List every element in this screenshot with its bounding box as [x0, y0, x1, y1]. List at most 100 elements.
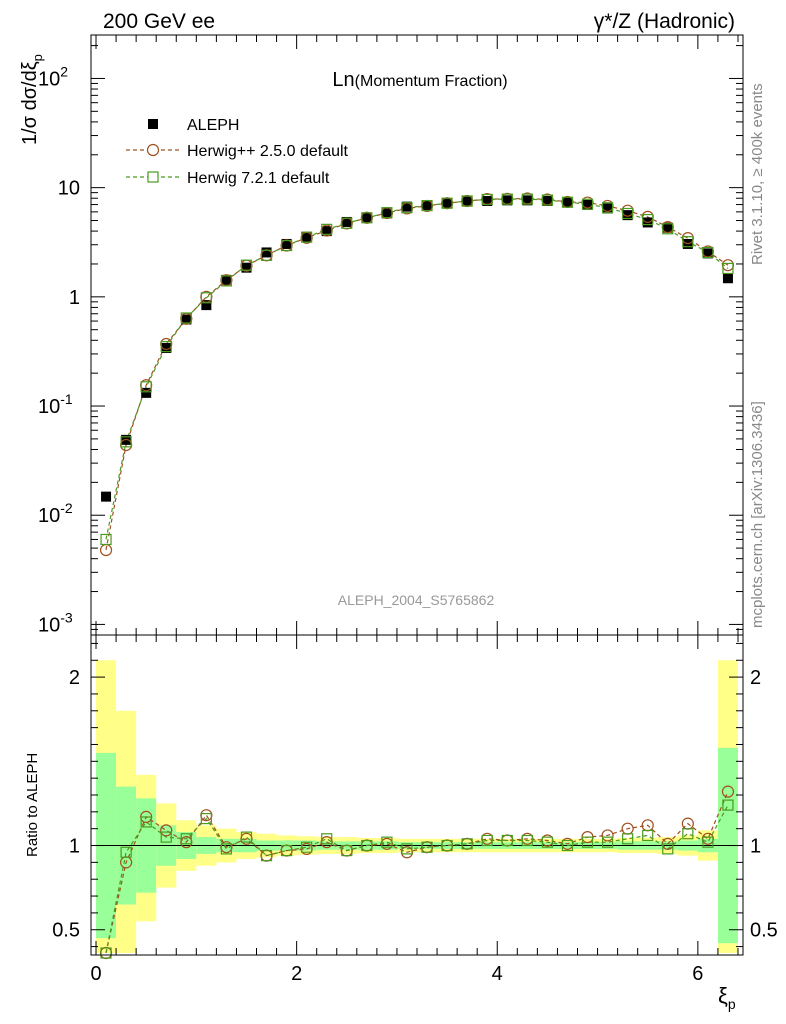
- aleph-point: [522, 195, 533, 206]
- ratio-data-layer: [99, 785, 735, 960]
- main-y-tick-label-base: 10: [38, 68, 60, 90]
- aleph-point: [722, 273, 733, 284]
- header-left-title: 200 GeV ee: [103, 10, 215, 33]
- herwig7-point: [140, 381, 152, 393]
- main-y-tick-label: 1: [69, 287, 80, 309]
- main-y-tick-label: 10-1: [38, 391, 73, 418]
- herwig7-point: [722, 262, 734, 275]
- aleph-point: [181, 314, 192, 325]
- herwig7-point: [220, 275, 233, 287]
- legend-label: Herwig++ 2.5.0 default: [187, 143, 349, 160]
- herwig7-ratio-point: [100, 947, 112, 959]
- aleph-point: [361, 212, 372, 223]
- aleph-point: [662, 222, 673, 233]
- ratio-y-tick-label-right: 0.5: [750, 920, 778, 942]
- herwig7-ratio-point: [722, 799, 734, 811]
- herwig7-ratio-point: [240, 831, 253, 843]
- herwig7-point: [501, 193, 513, 205]
- herwig7-point: [642, 213, 654, 226]
- aleph-point: [482, 195, 493, 206]
- herwigpp-ratio-point: [601, 829, 614, 842]
- herwigpp-ratio-line: [105, 791, 729, 954]
- x-tick-label: 2: [291, 963, 302, 985]
- main-y-axis-label-sub: p: [30, 54, 45, 61]
- herwig7-ratio-point: [501, 834, 513, 847]
- x-tick-label: 4: [492, 963, 503, 985]
- herwig7-ratio-point: [120, 846, 132, 858]
- main-y-axis-label: 1/σ dσ/dξp: [19, 54, 45, 145]
- herwig7-point: [421, 199, 433, 212]
- herwig7-point: [160, 341, 172, 353]
- aleph-point: [582, 199, 593, 210]
- ratio-y-tick-label-right: 2: [750, 667, 761, 689]
- herwig7-point: [581, 198, 594, 210]
- legend-marker-herwig7: [147, 171, 159, 183]
- herwig7-ratio-point: [581, 836, 594, 848]
- aleph-point: [442, 198, 453, 209]
- aleph-point: [602, 203, 613, 214]
- herwig7-ratio-point: [682, 828, 694, 840]
- main-y-tick-label-exp: -2: [60, 500, 73, 516]
- main-y-tick-label: 10-2: [38, 500, 73, 527]
- herwig7-ratio-point: [140, 816, 152, 828]
- aleph-point: [281, 238, 292, 249]
- herwig7-point: [361, 212, 373, 224]
- herwig7-ratio-point: [702, 836, 714, 848]
- legend: ALEPH Herwig++ 2.5.0 default Herwig 7.2.1 …: [126, 117, 349, 187]
- herwig7-ratio-point: [361, 839, 373, 852]
- main-y-tick-label-base: 10: [38, 396, 60, 418]
- ratio-y-axis-label: Ratio to ALEPH: [24, 753, 41, 857]
- aleph-point: [622, 210, 633, 221]
- herwigpp-line: [105, 197, 729, 551]
- herwig7-point: [100, 533, 112, 546]
- main-y-tick-label-exp: -3: [60, 609, 73, 625]
- plot-title: Ln(Momentum Fraction): [332, 69, 507, 91]
- legend-marker-aleph: [148, 119, 158, 129]
- aleph-point: [301, 231, 312, 242]
- herwig7-ratio-point: [622, 833, 634, 845]
- herwig7-point: [481, 193, 493, 206]
- main-y-tick-label-base: 10: [38, 614, 60, 636]
- herwig7-point: [321, 223, 333, 235]
- herwig7-ratio-point: [461, 838, 473, 850]
- herwig7-point: [301, 231, 313, 243]
- herwig7-point: [200, 292, 212, 304]
- main-y-tick-label: 10-3: [38, 609, 73, 636]
- ratio-y-tick-label-left: 2: [69, 667, 80, 689]
- ratio-y-tick-label-left: 0.5: [52, 920, 80, 942]
- aleph-point: [161, 342, 172, 353]
- aleph-point: [401, 201, 412, 212]
- herwig7-ratio-point: [381, 836, 393, 848]
- aleph-point: [562, 197, 573, 208]
- herwigpp-ratio-point: [160, 824, 173, 837]
- herwig7-point: [702, 246, 714, 259]
- herwig7-ratio-point: [642, 829, 654, 842]
- herwig7-ratio-point: [260, 850, 273, 862]
- herwig7-ratio-point: [281, 844, 293, 857]
- herwig7-point: [521, 193, 533, 205]
- herwig7-ratio-point: [541, 836, 554, 848]
- main-y-tick-label: 10: [58, 178, 80, 200]
- herwig7-ratio-point: [441, 839, 453, 852]
- herwig7-ratio-point: [401, 843, 413, 855]
- herwig7-ratio-point: [561, 839, 574, 852]
- legend-marker-herwigpp: [146, 143, 160, 157]
- legend-label: Herwig 7.2.1 default: [187, 170, 330, 187]
- herwig7-point: [561, 196, 574, 208]
- herwig7-ratio-point: [200, 812, 212, 825]
- herwig7-point: [240, 259, 253, 271]
- herwig7-ratio-point: [321, 833, 333, 845]
- herwig7-point: [180, 312, 192, 324]
- aleph-point: [101, 491, 112, 502]
- aleph-point: [261, 247, 272, 258]
- herwig7-point: [461, 195, 473, 207]
- aleph-point: [341, 216, 352, 227]
- herwig7-point: [401, 202, 413, 214]
- aleph-point: [201, 300, 212, 311]
- herwig7-point: [341, 217, 353, 229]
- aleph-point: [141, 387, 152, 398]
- ratio-y-tick-label-left: 1: [69, 836, 80, 858]
- herwigpp-point: [99, 543, 113, 557]
